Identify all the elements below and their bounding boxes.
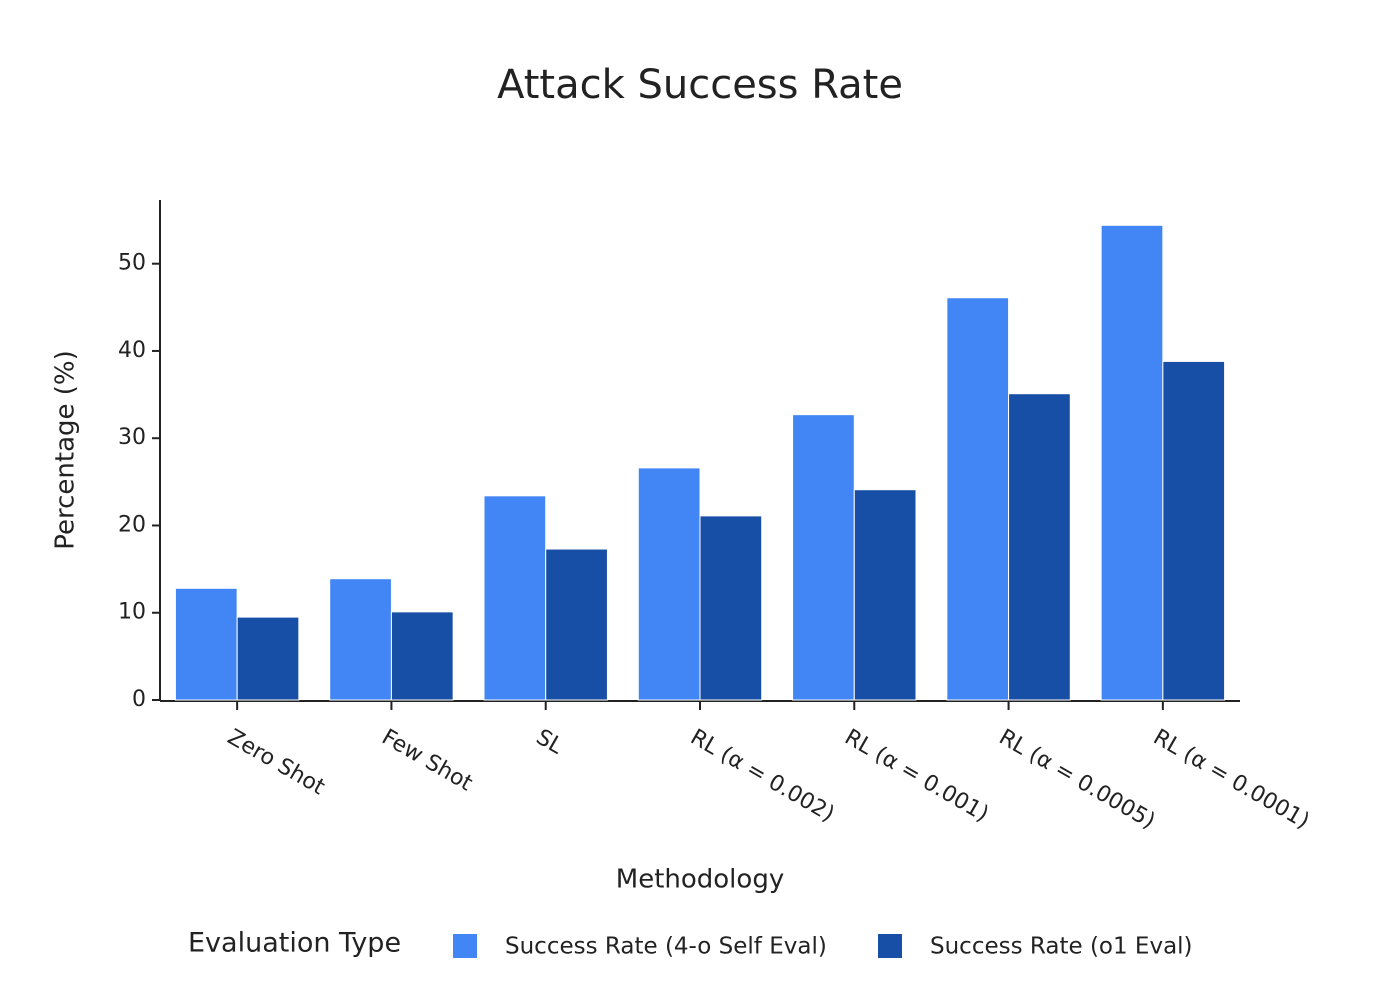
bar — [236, 616, 300, 701]
bar — [699, 515, 763, 701]
legend-swatch — [453, 934, 477, 958]
y-tick-label: 20 — [118, 512, 146, 537]
x-tick-label: RL (α = 0.0001) — [1149, 725, 1314, 834]
bar — [545, 548, 608, 701]
bar — [329, 578, 392, 701]
bar — [853, 489, 917, 701]
y-tick-label: 30 — [118, 425, 146, 450]
x-tick-label: Zero Shot — [223, 725, 329, 801]
bar — [1008, 393, 1071, 701]
bar — [792, 414, 855, 701]
y-tick-label: 10 — [118, 600, 146, 625]
y-tick-label: 0 — [132, 687, 146, 712]
x-axis-label: Methodology — [616, 865, 784, 895]
x-tick-label: RL (α = 0.001) — [840, 725, 992, 827]
chart-title: Attack Success Rate — [497, 62, 903, 108]
bar — [946, 297, 1010, 701]
legend-title: Evaluation Type — [188, 928, 401, 959]
bar — [637, 467, 701, 701]
x-tick-label: RL (α = 0.0005) — [995, 725, 1160, 834]
bar — [1162, 360, 1226, 701]
y-axis-label: Percentage (%) — [51, 350, 81, 550]
y-tick-label: 50 — [118, 251, 146, 276]
x-tick-label: RL (α = 0.002) — [686, 725, 838, 827]
bar — [483, 495, 547, 701]
x-tick-label: Few Shot — [377, 725, 476, 797]
bar — [390, 611, 454, 701]
y-tick-label: 40 — [118, 338, 146, 363]
bar — [1100, 224, 1164, 701]
legend-label: Success Rate (4-o Self Eval) — [505, 934, 827, 960]
legend-label: Success Rate (o1 Eval) — [930, 934, 1193, 960]
x-tick-label: SL — [532, 725, 568, 760]
legend-swatch — [878, 934, 902, 958]
bar — [174, 587, 238, 701]
